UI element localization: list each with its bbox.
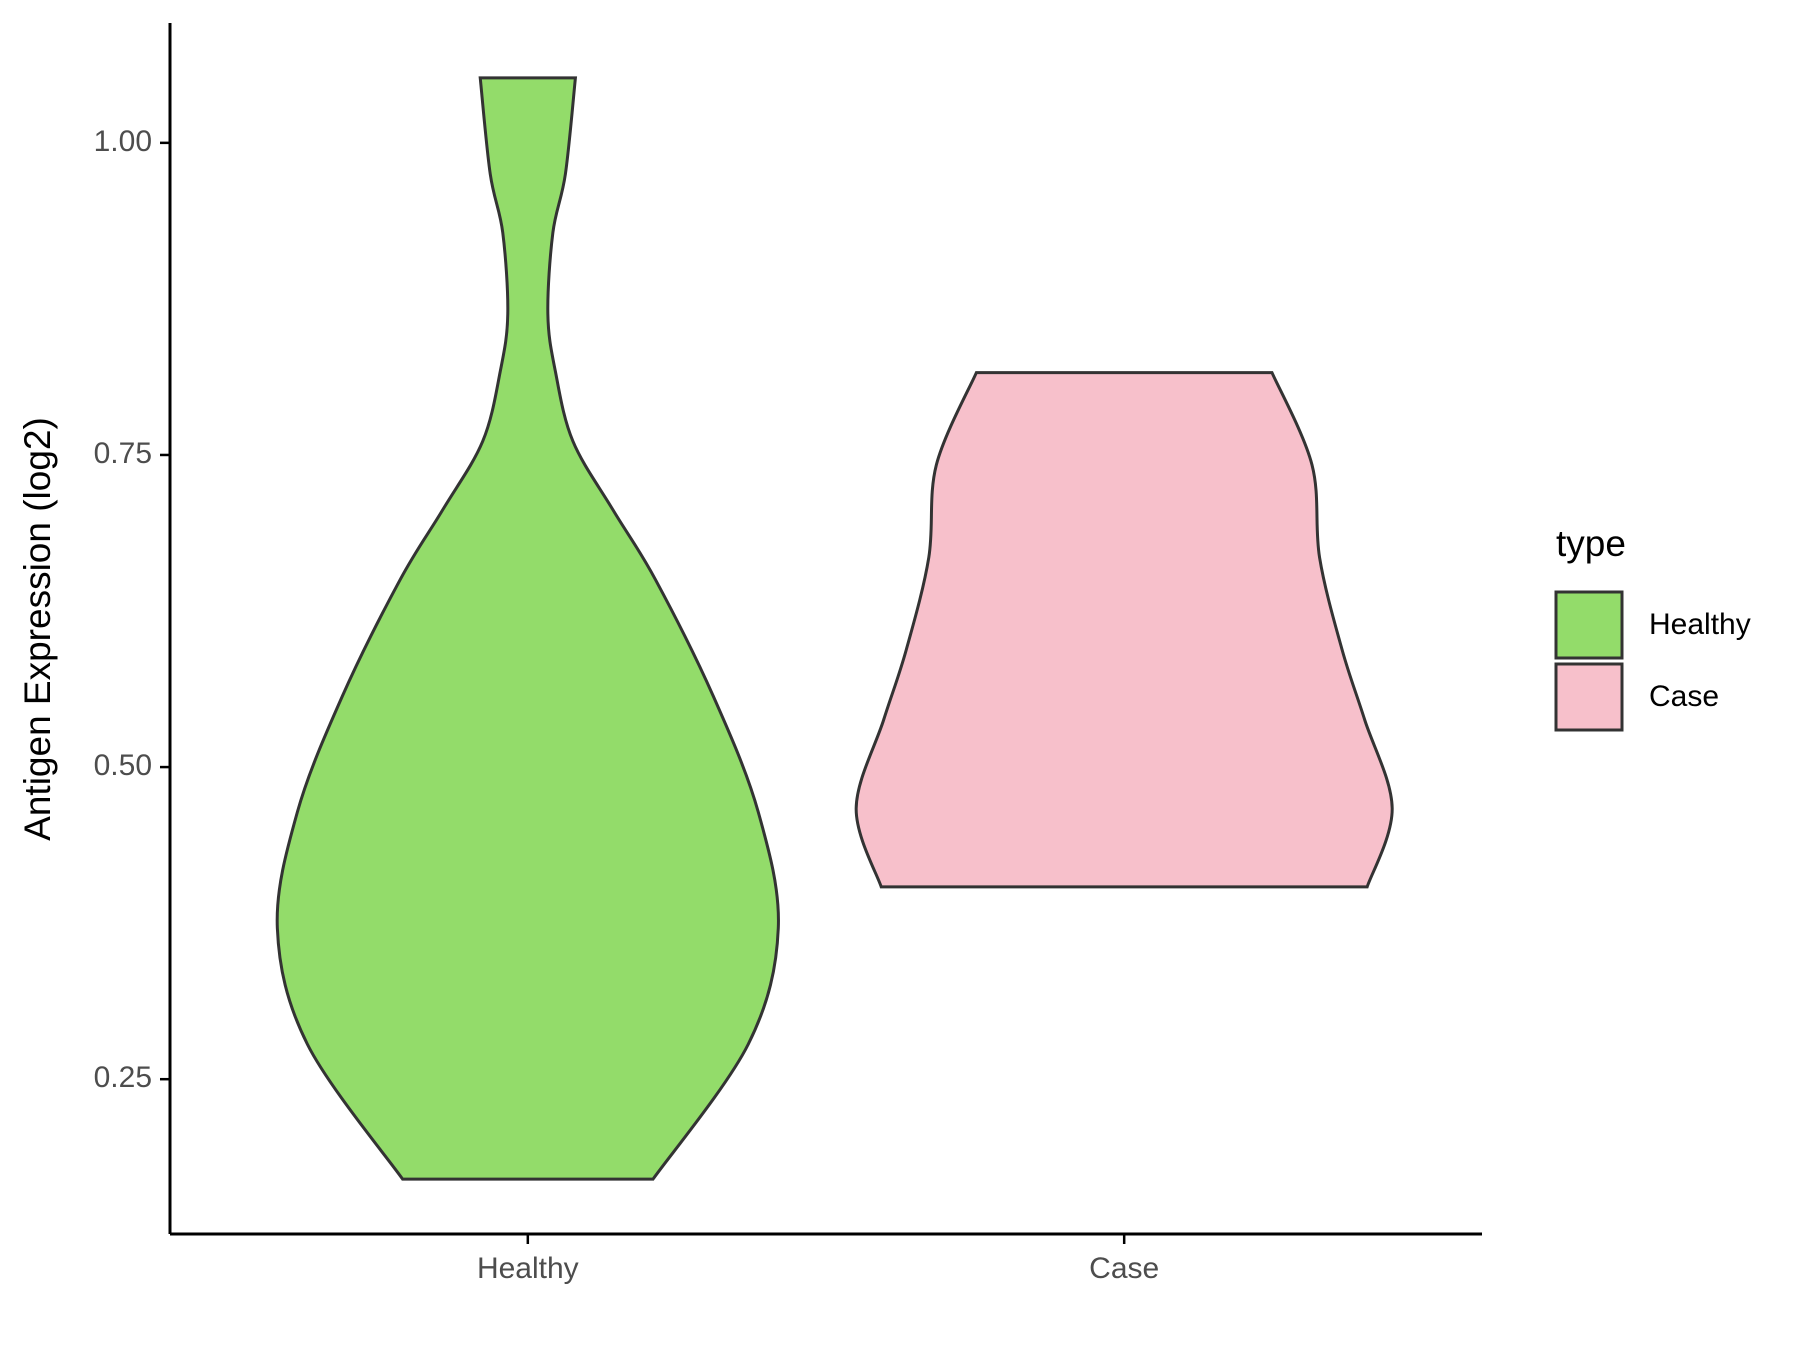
- legend-key: [1554, 590, 1624, 660]
- y-tick-label: 0.75: [94, 437, 152, 470]
- legend-label: Healthy: [1649, 608, 1751, 641]
- legend-label: Case: [1649, 680, 1719, 713]
- x-tick-label: Case: [1089, 1252, 1159, 1285]
- x-tick-label: Healthy: [477, 1252, 579, 1285]
- violin: [275, 76, 780, 1181]
- y-axis-title: Antigen Expression (log2): [17, 417, 58, 841]
- y-tick-label: 1.00: [94, 125, 152, 158]
- y-tick-label: 0.50: [94, 749, 152, 782]
- violin: [854, 371, 1394, 889]
- legend-key: [1554, 662, 1624, 732]
- y-tick-label: 0.25: [94, 1061, 152, 1094]
- legend-title: type: [1556, 523, 1626, 564]
